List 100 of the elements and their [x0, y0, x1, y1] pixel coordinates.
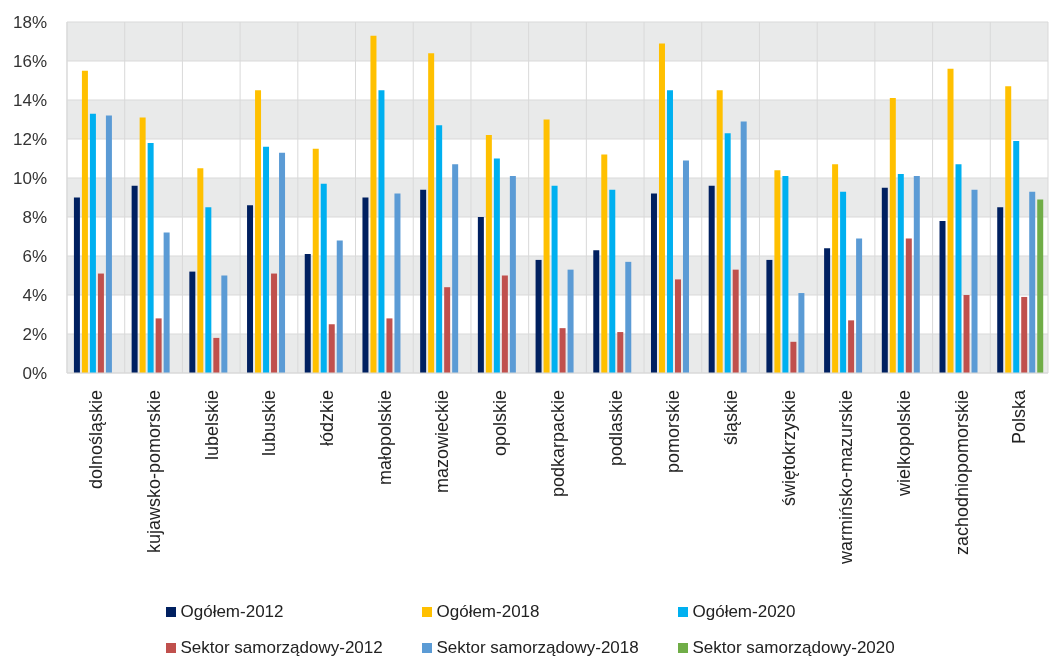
bar	[328, 324, 335, 373]
x-tick-label: kujawsko-pomorskie	[143, 390, 164, 554]
bar	[444, 287, 451, 373]
bar	[856, 238, 863, 373]
bar	[1037, 199, 1044, 373]
legend-label: Ogółem-2012	[180, 602, 284, 622]
bar	[320, 183, 327, 373]
x-tick-label: mazowieckie	[432, 390, 453, 494]
bar	[436, 125, 443, 373]
bar	[131, 185, 138, 373]
x-tick-label: podlaskie	[605, 390, 626, 467]
bar	[881, 187, 888, 373]
bar	[848, 320, 855, 373]
y-tick-label: 6%	[22, 247, 47, 267]
y-tick-label: 4%	[22, 286, 47, 306]
y-tick-label: 18%	[12, 13, 47, 33]
bar	[89, 113, 96, 373]
bar	[428, 53, 435, 373]
bar	[897, 174, 904, 373]
bar	[559, 328, 566, 373]
bar	[963, 295, 970, 373]
bar	[947, 68, 954, 373]
bar	[1013, 140, 1020, 373]
legend-label: Sektor samorządowy-2020	[692, 638, 895, 658]
bar	[617, 332, 624, 373]
bar	[1021, 296, 1028, 373]
bar	[189, 271, 196, 373]
legend-label: Sektor samorządowy-2018	[436, 638, 639, 658]
bar	[279, 152, 286, 373]
bar	[997, 207, 1004, 373]
bar	[139, 117, 146, 373]
bar	[650, 193, 657, 373]
bar	[477, 217, 484, 373]
bar	[740, 121, 747, 373]
bar	[625, 261, 632, 373]
bar	[832, 164, 839, 373]
bar	[716, 90, 723, 373]
bar	[97, 273, 104, 373]
bar	[939, 220, 946, 373]
legend-label: Sektor samorządowy-2012	[180, 638, 383, 658]
y-tick-label: 2%	[22, 325, 47, 345]
legend-label: Ogółem-2018	[436, 602, 540, 622]
bar	[221, 275, 228, 373]
bar	[601, 154, 608, 373]
bar	[501, 275, 508, 373]
x-tick-label: wielkopolskie	[894, 390, 915, 498]
bar	[205, 207, 212, 373]
y-tick-label: 14%	[12, 91, 47, 111]
bar	[255, 90, 262, 373]
y-tick-label: 16%	[12, 52, 47, 72]
bar	[609, 189, 616, 373]
bar	[724, 133, 731, 373]
x-tick-label: dolnośląskie	[86, 390, 107, 490]
x-tick-label: małopolskie	[374, 390, 395, 486]
bar	[889, 98, 896, 373]
y-tick-label: 12%	[12, 130, 47, 150]
x-tick-label: zachodniopomorskie	[951, 390, 972, 556]
bar	[682, 160, 689, 373]
y-tick-label: 8%	[22, 208, 47, 228]
bar	[386, 318, 393, 373]
bar	[535, 259, 542, 373]
bar	[766, 259, 773, 373]
bar	[955, 164, 962, 373]
bar	[493, 158, 500, 373]
x-tick-label: pomorskie	[663, 390, 684, 474]
y-tick-label: 10%	[12, 169, 47, 189]
bar	[73, 197, 80, 373]
x-tick-label: podkarpackie	[547, 390, 568, 498]
bar	[905, 238, 912, 373]
bar	[971, 189, 978, 373]
bar	[674, 279, 681, 373]
bar	[105, 115, 112, 373]
bar	[370, 35, 377, 373]
x-tick-label: warmińsko-mazurskie	[836, 390, 857, 566]
bar	[593, 250, 600, 373]
bar	[485, 135, 492, 373]
x-tick-label: opolskie	[490, 390, 511, 457]
x-tick-label: łódzkie	[316, 390, 337, 447]
bar	[271, 273, 278, 373]
x-tick-label: Polska	[1009, 389, 1030, 445]
bar	[543, 119, 550, 373]
bar	[147, 142, 154, 373]
bar	[913, 176, 920, 373]
bar	[452, 164, 459, 373]
bar	[394, 193, 401, 373]
x-tick-label: lubuskie	[259, 390, 280, 457]
bar	[840, 191, 847, 373]
bar	[263, 146, 270, 373]
bar	[551, 185, 558, 373]
bar	[1029, 191, 1036, 373]
bar	[798, 293, 805, 373]
bar	[336, 240, 343, 373]
bar	[732, 269, 739, 373]
bar	[362, 197, 369, 373]
bar	[155, 318, 162, 373]
x-tick-label: lubelskie	[201, 390, 222, 461]
bar	[782, 176, 789, 373]
bar	[774, 170, 781, 373]
legend-label: Ogółem-2020	[692, 602, 796, 622]
bar	[658, 43, 665, 373]
